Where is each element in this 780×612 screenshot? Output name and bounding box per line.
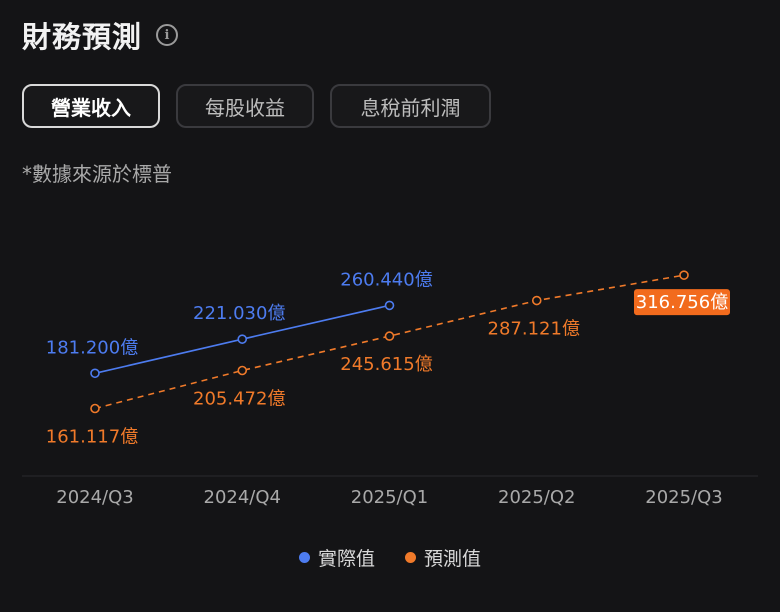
forecast-series-line: [94, 274, 685, 410]
x-tick-label: 2024/Q3: [56, 487, 134, 508]
actual-data-label: 260.440億: [340, 269, 432, 290]
legend-forecast-label: 預測值: [424, 548, 482, 570]
actual-data-point: [237, 334, 248, 344]
legend-item-actual[interactable]: 實際值: [298, 544, 375, 571]
forecast-line-chart: 2024/Q3 2024/Q4 2025/Q1 2025/Q2 2025/Q3 181.2…: [22, 269, 758, 508]
info-icon[interactable]: i: [156, 24, 179, 46]
actual-data-point: [384, 300, 395, 311]
forecast-latest-data-label: 316.756億: [636, 292, 728, 313]
metric-tabs: 營業收入 每股收益 息稅前利潤: [22, 84, 491, 128]
x-tick-label: 2024/Q4: [204, 487, 282, 508]
forecast-data-label: 287.121億: [488, 319, 580, 340]
x-tick-label: 2025/Q2: [498, 487, 576, 508]
x-tick-label: 2025/Q1: [351, 487, 429, 508]
tab-revenue[interactable]: 營業收入: [22, 84, 160, 128]
legend-actual-label: 實際值: [317, 548, 375, 570]
forecast-data-label: 161.117億: [46, 427, 138, 448]
forecast-data-label: 205.472億: [193, 388, 285, 409]
page-title: 財務預測: [22, 20, 143, 54]
forecast-data-label: 245.615億: [340, 354, 432, 375]
tab-eps[interactable]: 每股收益: [176, 84, 314, 128]
forecast-highlight-badge: [634, 289, 730, 316]
actual-data-label: 221.030億: [193, 303, 285, 324]
actual-data-point: [90, 368, 100, 379]
legend-actual-marker: [298, 552, 310, 563]
legend-forecast-marker: [405, 552, 416, 563]
legend-item-forecast[interactable]: 預測值: [405, 544, 481, 571]
header: 財務預測 i: [22, 14, 179, 56]
forecast-data-point: [237, 365, 248, 376]
forecast-data-point: [531, 295, 542, 306]
forecast-data-point: [384, 331, 395, 341]
x-tick-label: 2025/Q3: [645, 487, 723, 508]
chart-legend: 實際值 預測值: [0, 544, 780, 571]
data-source-note: *數據來源於標普: [22, 162, 172, 186]
tab-ebit[interactable]: 息稅前利潤: [330, 84, 491, 128]
forecast-data-point: [679, 270, 689, 280]
forecast-data-point: [90, 403, 100, 414]
actual-data-label: 181.200億: [46, 337, 138, 358]
